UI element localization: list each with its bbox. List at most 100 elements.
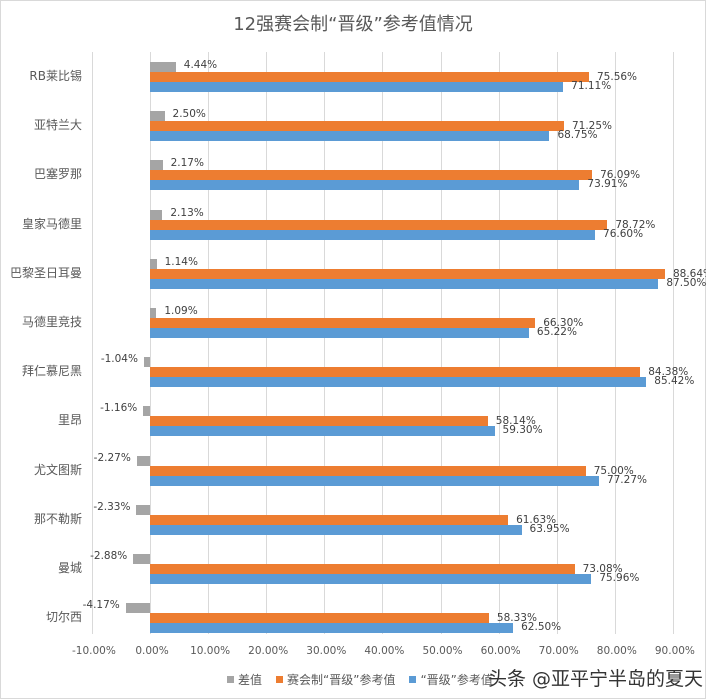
data-label: 4.44% [183,59,218,71]
category-label: 曼城 [57,561,82,575]
category-label: 巴塞罗那 [33,167,82,182]
data-label: 87.50% [666,276,706,289]
tournament-bar[interactable] [150,219,608,230]
tournament-bar[interactable] [150,367,641,378]
gridline [91,52,93,634]
reference-bar[interactable] [150,426,495,437]
data-label: 76.09% [600,169,641,182]
diff-bar[interactable] [150,160,163,171]
diff-bar[interactable] [150,111,165,122]
diff-bar[interactable] [133,554,150,564]
category-label: 马德里竞技 [21,315,82,329]
data-label: 1.14% [164,255,198,268]
data-label: 58.33% [496,612,537,625]
data-label: 71.11% [571,80,612,92]
category-label: 亚特兰大 [33,118,82,133]
diff-bar[interactable] [150,209,163,220]
legend-label: 赛会制“晋级”参考值 [287,673,396,687]
diff-bar[interactable] [150,62,176,72]
reference-bar[interactable] [150,377,647,388]
diff-bar[interactable] [125,603,150,614]
gridline [324,52,326,634]
reference-bar[interactable] [150,524,522,535]
data-label: 1.09% [164,305,198,317]
data-label: 58.14% [495,415,536,428]
diff-bar[interactable] [136,504,150,515]
reference-bar[interactable] [150,475,599,486]
data-label: 84.38% [648,366,689,379]
x-tick-label: 30.00% [306,645,347,657]
data-label: 61.63% [516,513,557,526]
data-label: 75.00% [593,464,634,477]
category-label: 尤文图斯 [33,462,82,477]
data-label: 2.13% [170,206,204,219]
reference-bar[interactable] [150,131,550,142]
legend-label: “晋级”参考值 [420,673,493,687]
gridline [266,52,268,634]
data-label: 76.60% [603,227,644,240]
data-label: 85.42% [654,375,695,388]
reference-bar[interactable] [150,278,659,289]
data-label: -1.04% [100,353,138,366]
diff-bar[interactable] [143,357,150,368]
tournament-bar[interactable] [150,514,509,525]
x-tick-label: 70.00% [538,645,579,657]
tournament-bar[interactable] [150,564,575,574]
data-label: 73.08% [582,563,623,575]
reference-bar[interactable] [150,180,580,191]
diff-bar[interactable] [150,258,157,269]
legend: 差值 赛会制“晋级”参考值 “晋级”参考值 [227,671,493,688]
reference-bar[interactable] [150,623,514,634]
data-label: 62.50% [521,621,562,634]
data-label: 78.72% [615,218,656,231]
tournament-bar[interactable] [150,121,564,132]
data-label: 68.75% [557,129,598,142]
watermark: 头条 @亚平宁半岛的夏天 [488,668,704,690]
data-label: 75.96% [599,572,640,584]
x-tick-label: 10.00% [190,645,231,657]
category-label: 里昂 [57,413,82,428]
category-label: 切尔西 [45,610,82,625]
tournament-bar[interactable] [150,416,488,427]
x-tick-label: 50.00% [422,645,463,657]
x-tick-label: 90.00% [654,645,695,657]
data-label: -1.16% [100,402,138,415]
tournament-bar[interactable] [150,72,589,82]
diff-bar[interactable] [136,455,150,466]
data-label: -2.33% [93,500,131,513]
data-label: 59.30% [502,424,543,437]
tournament-bar[interactable] [150,268,665,279]
x-tick-label: 60.00% [480,645,521,657]
gridline [150,52,151,634]
data-label: 2.17% [170,157,204,170]
data-label: 66.30% [543,317,584,329]
reference-bar[interactable] [150,229,596,240]
tournament-bar[interactable] [150,613,489,624]
legend-label: 差值 [238,673,263,687]
diff-bar[interactable] [143,406,150,417]
tournament-bar[interactable] [150,170,593,181]
reference-bar[interactable] [150,328,529,338]
reference-bar[interactable] [150,574,592,584]
gridline [382,52,384,634]
category-label: RB莱比锡 [29,69,82,83]
legend-item-tournament[interactable]: 赛会制“晋级”参考值 [276,671,395,688]
data-label: 88.64% [672,267,706,280]
reference-bar[interactable] [150,82,564,92]
tournament-bar[interactable] [150,318,536,328]
data-label: 2.50% [172,108,206,121]
diff-bar[interactable] [150,308,157,318]
data-label: 63.95% [529,522,570,535]
data-label: -2.88% [90,550,128,562]
gridline [556,52,558,634]
legend-item-diff[interactable]: 差值 [227,671,262,688]
tournament-bar[interactable] [150,465,586,476]
gridline [208,52,210,634]
data-label: -2.27% [93,451,131,464]
legend-item-reference[interactable]: “晋级”参考值 [409,671,493,688]
category-label: 皇家马德里 [21,216,82,231]
chart-title: 12强赛会制“晋级”参考值情况 [233,14,473,35]
legend-swatch-blue [409,676,417,683]
category-label: 巴黎圣日耳曼 [9,265,82,280]
